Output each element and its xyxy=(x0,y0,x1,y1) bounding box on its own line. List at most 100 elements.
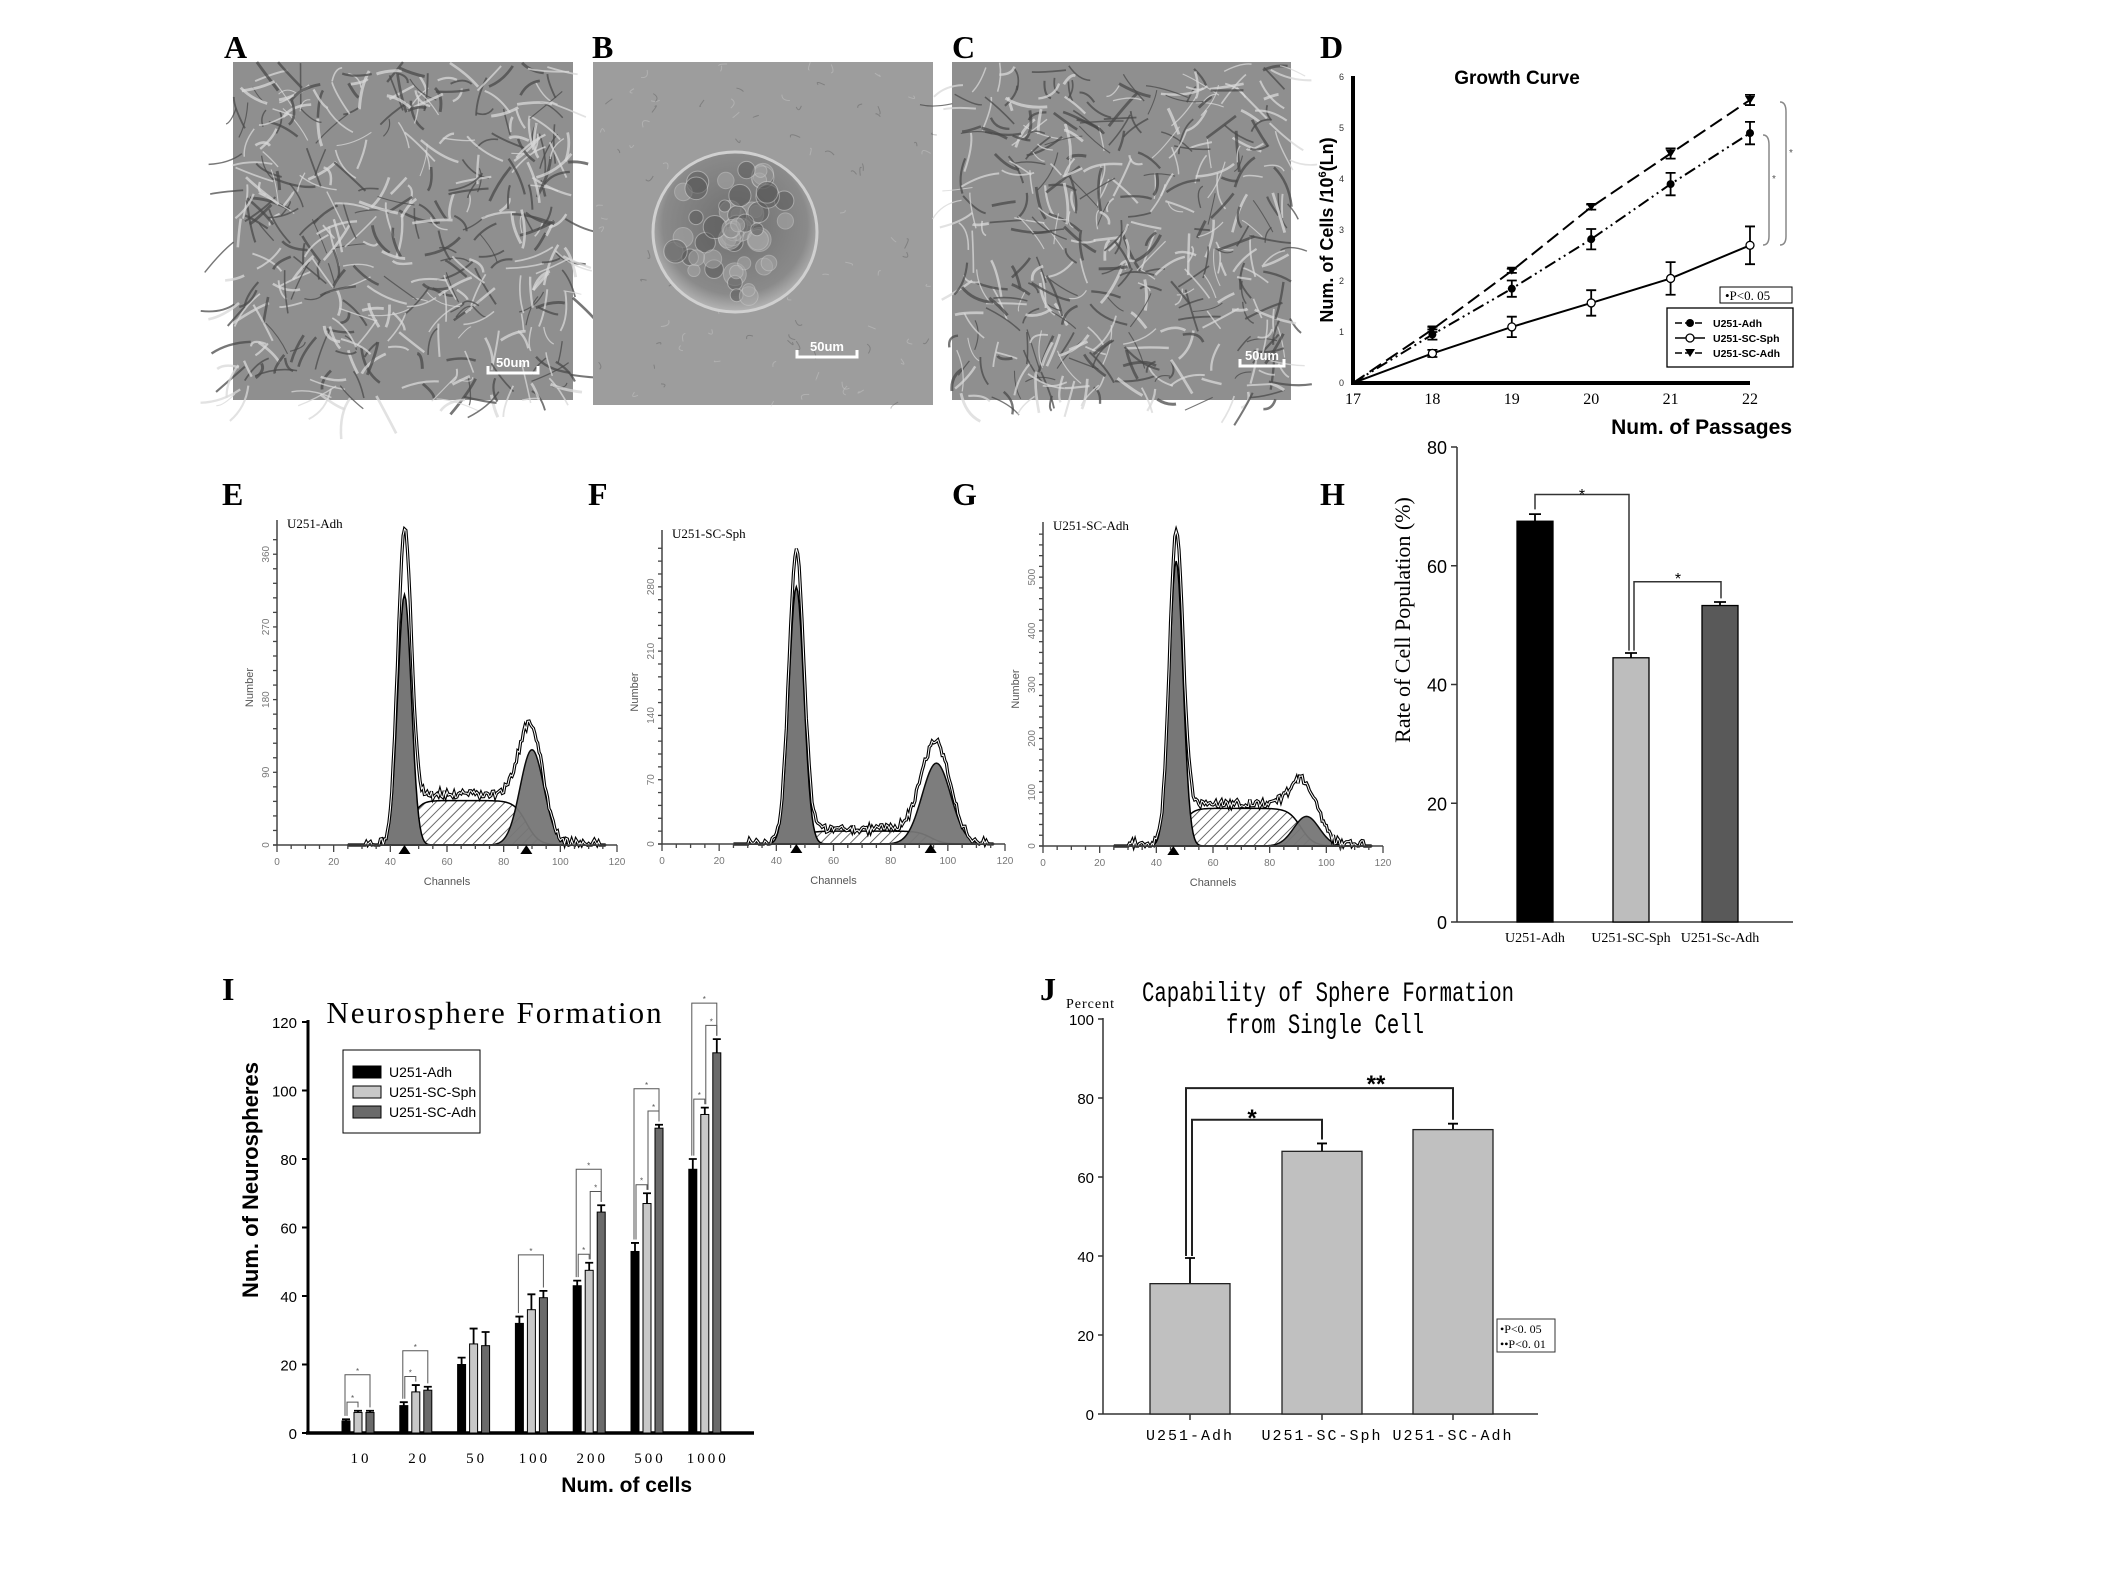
panel-label-b: B xyxy=(592,29,613,65)
cell-outline xyxy=(417,90,440,116)
cell-outline xyxy=(256,247,282,270)
cell-outline xyxy=(857,389,865,394)
cell-outline xyxy=(519,275,525,314)
x-tick-label: U251-SC-Sph xyxy=(1591,931,1670,946)
y-tick-label: 140 xyxy=(646,707,657,724)
bar xyxy=(584,1269,594,1434)
cell-outline xyxy=(272,255,292,270)
cell-cycle-histogram-e: 0 20 40 60 80 100 120 0 90 180 270 360 Channels Numbe… xyxy=(244,516,626,888)
cell-outline xyxy=(890,401,899,409)
cell-outline xyxy=(980,220,987,237)
cell-outline xyxy=(960,286,994,304)
scale-bar-line xyxy=(1238,359,1286,368)
legend-label: U251-SC-Sph xyxy=(389,1084,476,1100)
cell-outline xyxy=(807,61,811,71)
cell-outline xyxy=(1144,231,1157,247)
cell-outline xyxy=(308,388,332,420)
cell-outline xyxy=(225,364,240,398)
peak-marker-triangle xyxy=(398,845,411,854)
cell-outline xyxy=(1240,108,1261,123)
cell-outline xyxy=(1236,225,1250,247)
cell-outline xyxy=(200,388,241,404)
cell-outline xyxy=(850,170,857,175)
cell-outline xyxy=(526,161,541,203)
cell-outline xyxy=(787,339,794,346)
cell-outline xyxy=(1145,85,1189,98)
cell-outline xyxy=(943,106,977,111)
x-tick-label: 17 xyxy=(1345,391,1361,408)
cell-outline xyxy=(1024,110,1033,141)
cell-outline xyxy=(412,218,453,225)
cell-outline xyxy=(478,249,505,258)
y-tick-label: 20 xyxy=(1427,794,1447,814)
cell-outline xyxy=(546,73,557,99)
cell-outline xyxy=(297,172,306,192)
cell-outline xyxy=(339,307,377,322)
cell-outline xyxy=(467,391,500,419)
cell-outline xyxy=(1274,281,1285,320)
error-bar xyxy=(469,1327,478,1344)
cell-outline xyxy=(254,141,272,147)
cell-outline xyxy=(794,319,803,326)
cell-outline xyxy=(319,285,357,297)
cell-outline xyxy=(1194,71,1200,99)
x-tick-label: U251-Adh xyxy=(1146,1428,1234,1445)
significance-bracket xyxy=(1534,493,1630,651)
cell-outline xyxy=(291,390,332,399)
cell-outline xyxy=(437,76,458,82)
p-value-box xyxy=(1719,286,1793,304)
cell-outline xyxy=(508,116,514,133)
cell-outline xyxy=(1232,248,1258,273)
cell-outline xyxy=(333,161,367,192)
bar xyxy=(596,1211,606,1434)
cell-outline xyxy=(1112,158,1133,197)
cell-outline xyxy=(1029,170,1034,194)
cell-outline xyxy=(339,397,352,440)
cell-outline xyxy=(1195,162,1235,178)
cell-outline xyxy=(1067,175,1099,208)
cell-outline xyxy=(822,273,829,276)
significance-star: * xyxy=(703,995,706,1004)
cell-outline xyxy=(532,122,540,159)
cell-outline xyxy=(1236,335,1252,352)
cell-outline xyxy=(1092,339,1113,356)
cell-outline xyxy=(387,345,410,351)
cell-outline xyxy=(640,278,647,282)
cell-outline xyxy=(781,94,790,101)
cell-outline xyxy=(1043,80,1052,100)
cell-outline xyxy=(258,223,275,242)
point-marker xyxy=(1746,129,1754,138)
cell-outline xyxy=(335,349,357,355)
cell-outline xyxy=(1258,369,1275,376)
cell-outline xyxy=(437,323,441,357)
cell-outline xyxy=(1066,153,1087,161)
cell-outline xyxy=(1273,166,1293,207)
cell-outline xyxy=(961,125,982,133)
cell-outline xyxy=(875,113,881,117)
cell-outline xyxy=(543,170,570,186)
significance-star: * xyxy=(409,1368,412,1377)
micrograph-a: 50um xyxy=(200,61,608,440)
sphere-cell xyxy=(717,171,735,190)
x-tick-label: 0 xyxy=(274,857,280,868)
sphere-cell xyxy=(687,263,701,278)
series-u251-sc-adh xyxy=(1352,93,1755,384)
cell-outline xyxy=(259,128,278,150)
y-axis-label: Number xyxy=(1010,669,1022,708)
cell-outline xyxy=(500,329,526,342)
cell-outline xyxy=(563,290,582,295)
cell-outline xyxy=(981,96,993,131)
sphere-cell xyxy=(730,217,746,233)
point-marker xyxy=(1666,180,1675,189)
cell-outline xyxy=(1154,255,1186,276)
cell-outline xyxy=(1119,271,1155,277)
x-tick-label: 0 xyxy=(659,856,665,867)
cell-outline xyxy=(652,93,658,103)
cell-outline xyxy=(605,98,613,105)
cell-outline xyxy=(527,115,535,151)
panel-label-e: E xyxy=(222,476,243,512)
peak-marker-triangle xyxy=(1167,846,1180,855)
panel-label-i: I xyxy=(222,971,234,1007)
cell-outline xyxy=(1169,373,1205,387)
cell-outline xyxy=(312,88,329,110)
